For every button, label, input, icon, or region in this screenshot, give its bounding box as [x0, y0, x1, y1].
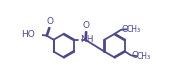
Text: O: O — [121, 25, 128, 34]
Text: O: O — [83, 21, 90, 30]
Text: O: O — [131, 51, 138, 60]
Text: O: O — [46, 17, 53, 26]
Text: NH: NH — [80, 35, 94, 44]
Text: HO: HO — [22, 30, 35, 39]
Text: CH₃: CH₃ — [137, 52, 151, 61]
Text: CH₃: CH₃ — [127, 25, 141, 34]
